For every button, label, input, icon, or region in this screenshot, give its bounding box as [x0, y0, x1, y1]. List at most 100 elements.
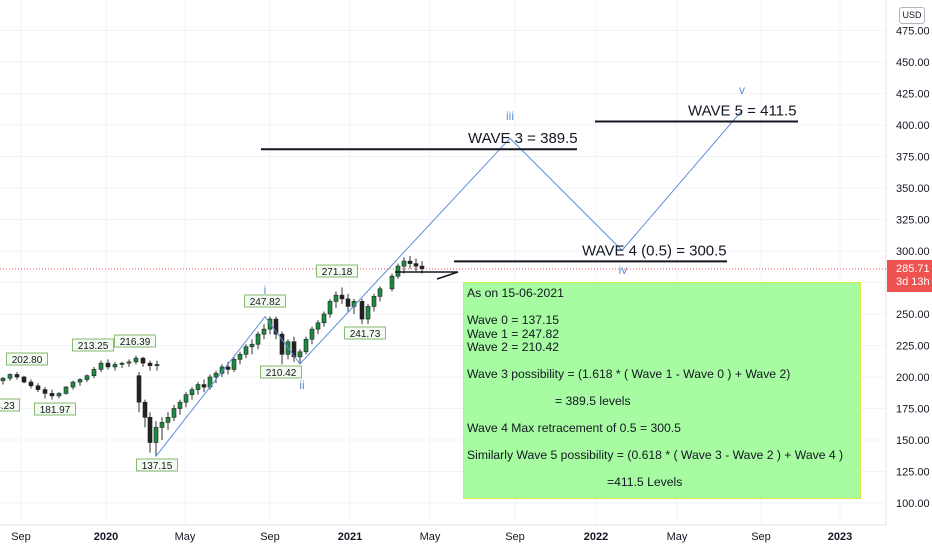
note-line: = 389.5 levels	[555, 394, 631, 408]
candle-body	[171, 408, 177, 418]
candle-body	[249, 343, 255, 348]
x-tick-label: 2023	[828, 531, 852, 543]
candle-body	[219, 366, 225, 374]
y-tick-label: 300.00	[896, 246, 930, 258]
candle-body	[231, 359, 237, 370]
pivot-label-box	[34, 402, 76, 416]
pivot-label: 181.97	[40, 405, 71, 416]
y-tick-label: 250.00	[896, 309, 930, 321]
y-tick-label: 125.00	[896, 467, 930, 479]
candle-body	[0, 377, 6, 382]
bar-countdown: 3d 13h	[896, 276, 930, 288]
annotation-labels: WAVE 3 = 389.5 WAVE 4 (0.5) = 300.5 WAVE 5…	[0, 83, 797, 472]
candle-body	[70, 381, 76, 388]
note-spacer	[467, 355, 857, 369]
pivot-label-box	[0, 398, 21, 412]
y-tick-label: 325.00	[896, 215, 930, 227]
x-tick-label: May	[667, 531, 688, 543]
candle-body	[321, 313, 327, 324]
candle-body	[153, 427, 159, 443]
wave-target-label: WAVE 5 = 411.5	[688, 103, 797, 120]
wave-number-label: ii	[299, 378, 304, 392]
candle-body	[315, 322, 321, 330]
candle-body	[77, 379, 83, 383]
candle-body	[359, 301, 365, 320]
x-tick-label: Sep	[11, 531, 31, 543]
y-tick-label: 225.00	[896, 341, 930, 353]
time-axis[interactable]: Sep 2020 May Sep 2021 May Sep 2022 May Sep 2023	[11, 531, 852, 543]
x-tick-label: 2020	[94, 531, 118, 543]
price-axis[interactable]: 475.00 450.00 425.00 400.00 375.00 350.00 325.…	[896, 26, 930, 511]
currency-label[interactable]: USD	[899, 7, 925, 24]
analysis-note: As on 15-06-2021 Wave 0 = 137.15 Wave 1 = …	[463, 282, 861, 499]
candle-body	[389, 275, 395, 290]
candle-body	[147, 417, 153, 443]
candle-body	[213, 372, 219, 378]
y-tick-label: 450.00	[896, 57, 930, 69]
y-tick-label: 200.00	[896, 372, 930, 384]
candle-body	[133, 357, 139, 363]
candle-body	[63, 386, 69, 394]
pivot-label-box	[316, 264, 358, 278]
note-line: Wave 0 = 137.15	[467, 313, 560, 327]
candle-body	[56, 393, 62, 397]
candle-body	[142, 401, 148, 418]
candle-body	[273, 318, 279, 335]
candle-body	[183, 394, 189, 403]
current-price-value: 285.71	[896, 263, 930, 275]
candle-body	[177, 401, 183, 409]
candle-body	[35, 385, 41, 390]
x-tick-label: Sep	[505, 531, 525, 543]
target-lines	[261, 120, 798, 263]
candle-body	[419, 265, 425, 269]
note-spacer	[467, 409, 857, 423]
note-line: As on 15-06-2021	[467, 286, 564, 300]
candle-body	[21, 376, 27, 383]
candle-body	[297, 351, 303, 358]
candle-body	[195, 384, 201, 390]
candle-body	[333, 294, 339, 302]
x-tick-label: Sep	[260, 531, 280, 543]
candle-body	[105, 362, 111, 368]
candle-body	[49, 393, 55, 397]
note-line: Wave 4 Max retracement of 0.5 = 300.5	[467, 421, 681, 435]
candle-body	[371, 296, 377, 307]
note-spacer	[467, 382, 857, 396]
pivot-label-box	[244, 294, 286, 308]
note-spacer	[467, 436, 857, 450]
candle-body	[327, 301, 333, 315]
y-tick-label: 425.00	[896, 89, 930, 101]
wave-target-label: WAVE 3 = 389.5	[468, 130, 578, 147]
pivot-label-box	[114, 334, 156, 348]
y-tick-label: 150.00	[896, 435, 930, 447]
note-spacer	[467, 463, 857, 477]
candle-body	[291, 341, 297, 358]
x-tick-label: Sep	[751, 531, 771, 543]
pivot-label: 202.80	[12, 355, 43, 366]
candle-body	[261, 328, 267, 335]
wave-number-label: iii	[506, 109, 514, 123]
candle-body	[201, 384, 207, 388]
candle-body	[243, 346, 249, 355]
wave-path	[155, 110, 743, 457]
candle-body	[126, 361, 132, 364]
x-tick-label: May	[175, 531, 196, 543]
note-spacer	[467, 301, 857, 315]
candle-body	[365, 306, 371, 320]
candle-body	[345, 298, 351, 307]
y-tick-label: 475.00	[896, 26, 930, 38]
note-line: Wave 1 = 247.82	[467, 326, 560, 341]
pivot-label: 271.18	[322, 267, 353, 278]
note-line: Similarly Wave 5 possibility = (0.618 * …	[467, 448, 844, 462]
candle-body	[112, 364, 118, 368]
candle-body	[42, 389, 48, 394]
candle-body	[91, 369, 97, 377]
candle-body	[237, 354, 243, 360]
candle-body	[147, 362, 153, 366]
candle-body	[339, 294, 345, 300]
pivot-label-box	[260, 365, 302, 379]
note-line: =411.5 Levels	[607, 475, 683, 489]
pivot-label: 210.42	[266, 368, 297, 379]
y-tick-label: 100.00	[896, 498, 930, 510]
